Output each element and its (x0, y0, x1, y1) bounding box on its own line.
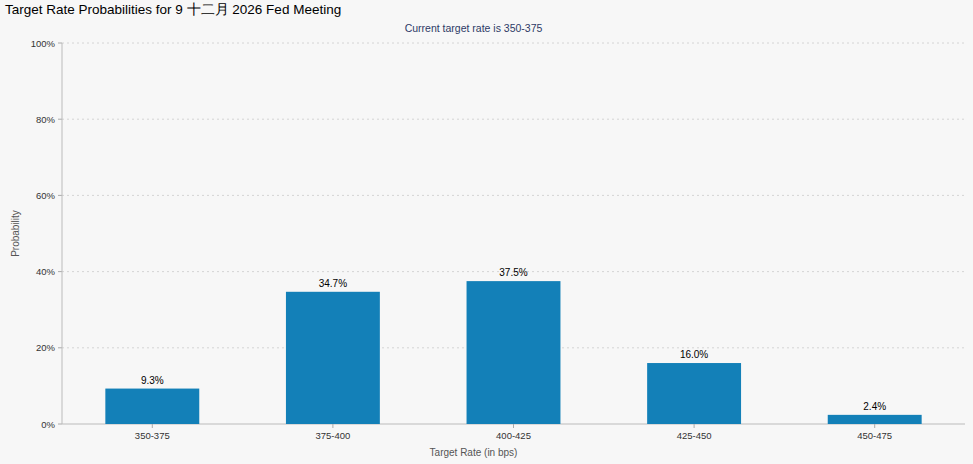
grid-line (62, 195, 965, 196)
x-tick-mark (332, 424, 333, 428)
data-label: 2.4% (863, 401, 886, 412)
tick-mark (58, 195, 62, 196)
subtitle: Current target rate is 350-375 (405, 22, 543, 34)
data-label: 37.5% (499, 267, 527, 278)
bar (105, 389, 199, 424)
bar (286, 292, 380, 424)
bar (467, 281, 561, 424)
data-label: 16.0% (680, 349, 708, 360)
y-tick-label: 100% (31, 38, 56, 49)
y-tick-label: 60% (36, 190, 56, 201)
y-tick-label: 0% (41, 419, 55, 430)
tick-mark (58, 424, 62, 425)
chart: Target Rate Probabilities for 9 十二月 2026… (0, 0, 973, 464)
data-label: 9.3% (141, 375, 164, 386)
x-tick-label: 425-450 (677, 430, 712, 441)
grid-line (62, 43, 965, 44)
x-tick-mark (694, 424, 695, 428)
data-label: 34.7% (319, 278, 347, 289)
title: Target Rate Probabilities for 9 十二月 2026… (5, 2, 341, 17)
y-axis-title: Probability (10, 210, 21, 257)
x-tick-label: 375-400 (315, 430, 350, 441)
x-tick-label: 450-475 (857, 430, 892, 441)
y-tick-label: 80% (36, 114, 56, 125)
bar (828, 415, 922, 424)
tick-mark (58, 347, 62, 348)
x-tick-mark (513, 424, 514, 428)
tick-mark (58, 119, 62, 120)
y-tick-label: 40% (36, 266, 56, 277)
x-tick-mark (874, 424, 875, 428)
bar (647, 363, 741, 424)
tick-mark (58, 271, 62, 272)
grid-line (62, 119, 965, 120)
x-tick-mark (152, 424, 153, 428)
tick-mark (58, 43, 62, 44)
x-axis-title: Target Rate (in bps) (430, 447, 518, 458)
y-tick-label: 20% (36, 342, 56, 353)
background (0, 0, 973, 464)
x-tick-label: 350-375 (135, 430, 170, 441)
y-axis (62, 43, 63, 424)
x-tick-label: 400-425 (496, 430, 531, 441)
